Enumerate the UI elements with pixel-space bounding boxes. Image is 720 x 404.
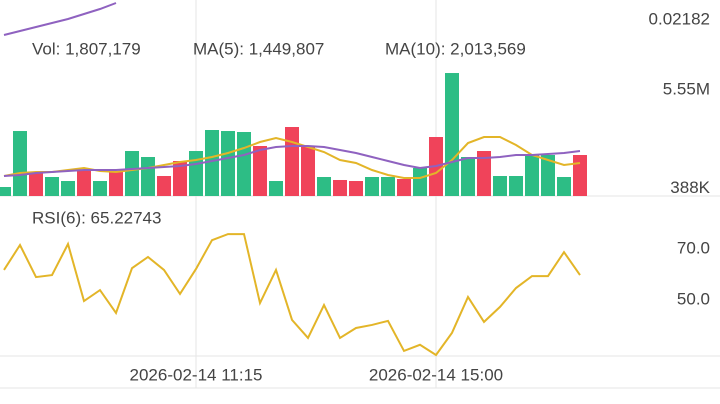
volume-bar: [93, 181, 107, 196]
volume-label: Vol: 1,807,179: [32, 39, 141, 58]
volume-bar: [205, 130, 219, 196]
volume-bar: [157, 176, 171, 196]
volume-bar: [125, 151, 139, 196]
y-tick-label: 70.0: [677, 239, 710, 258]
volume-bar: [285, 127, 299, 196]
line: [3, 145, 581, 178]
volume-bar: [349, 181, 363, 196]
volume-bar: [317, 176, 331, 196]
volume-bar: [109, 171, 123, 196]
x-tick-label: 2026-02-14 15:00: [369, 365, 503, 384]
volume-bar: [477, 151, 491, 196]
y-tick-label: 0.02182: [649, 9, 710, 28]
legend-entry: MA(5): 1,449,807: [193, 39, 324, 58]
volume-bar: [413, 168, 427, 196]
volume-bar: [541, 155, 555, 196]
volume-bar: [13, 131, 27, 196]
volume-bar: [189, 151, 203, 196]
y-tick-label: 5.55M: [663, 80, 710, 99]
y-tick-label: 388K: [670, 178, 710, 197]
volume-bar: [445, 73, 459, 196]
legend-entry: RSI(6): 65.22743: [32, 208, 161, 227]
volume-bar: [141, 157, 155, 196]
volume-bar: [61, 181, 75, 196]
volume-bar: [301, 146, 315, 196]
volume-bar: [29, 171, 43, 196]
volume-bar: [173, 160, 187, 196]
legend-entry: MA(10): 2,013,569: [385, 39, 526, 58]
volume-bar: [221, 131, 235, 196]
volume-bar: [0, 187, 11, 196]
volume-bar: [557, 176, 571, 196]
volume-bar: [333, 179, 347, 196]
volume-bar: [573, 155, 587, 196]
line: [3, 2, 117, 36]
volume-bar: [237, 132, 251, 196]
volume-bar: [253, 146, 267, 196]
y-tick-label: 50.0: [677, 289, 710, 308]
volume-bar: [509, 176, 523, 196]
volume-bar: [381, 176, 395, 196]
volume-bar: [525, 154, 539, 196]
volume-bar: [397, 179, 411, 196]
volume-bar: [365, 176, 379, 196]
x-tick-label: 2026-02-14 11:15: [130, 365, 263, 384]
volume-bar: [493, 176, 507, 196]
volume-bar: [461, 157, 475, 196]
volume-bar: [269, 181, 283, 196]
line: [3, 233, 581, 357]
volume-bar: [77, 171, 91, 196]
volume-bar: [45, 176, 59, 196]
